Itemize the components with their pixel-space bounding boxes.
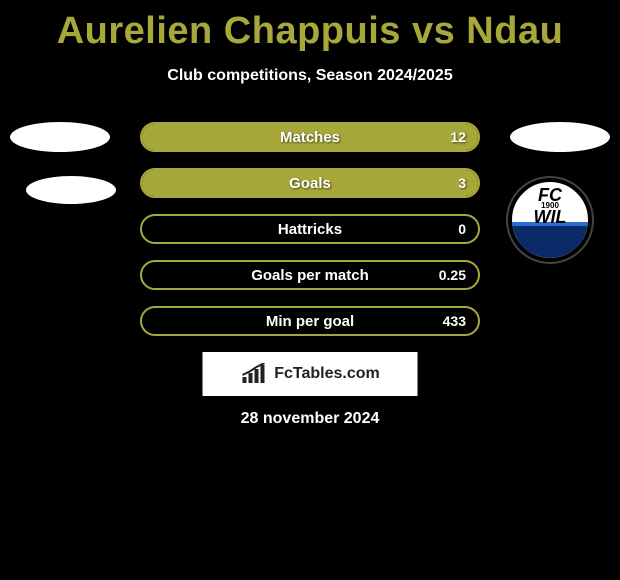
chart-icon [240, 363, 268, 385]
club-logo-text: FC1900WIL [512, 188, 588, 225]
footer-date: 28 november 2024 [0, 410, 620, 428]
stat-value: 433 [443, 308, 466, 334]
player2-badge-top [510, 122, 610, 152]
stat-row-goals-per-match: Goals per match 0.25 [140, 260, 480, 290]
player1-badge-bottom [26, 176, 116, 204]
stat-value: 3 [458, 170, 466, 196]
stat-value: 12 [450, 124, 466, 150]
stat-value: 0 [458, 216, 466, 242]
player2-club-logo: FC1900WIL [508, 178, 592, 262]
stat-value: 0.25 [439, 262, 466, 288]
branding-box: FcTables.com [203, 352, 418, 396]
stat-label: Goals [142, 170, 478, 196]
stat-row-matches: Matches 12 [140, 122, 480, 152]
stats-container: Matches 12 Goals 3 Hattricks 0 Goals per… [140, 122, 480, 352]
branding-text: FcTables.com [274, 365, 380, 383]
stat-label: Goals per match [142, 262, 478, 288]
stat-label: Hattricks [142, 216, 478, 242]
player1-badge-top [10, 122, 110, 152]
stat-row-hattricks: Hattricks 0 [140, 214, 480, 244]
page-title: Aurelien Chappuis vs Ndau [0, 0, 620, 53]
stat-row-goals: Goals 3 [140, 168, 480, 198]
stat-label: Min per goal [142, 308, 478, 334]
subtitle: Club competitions, Season 2024/2025 [0, 67, 620, 85]
stat-row-min-per-goal: Min per goal 433 [140, 306, 480, 336]
stat-label: Matches [142, 124, 478, 150]
